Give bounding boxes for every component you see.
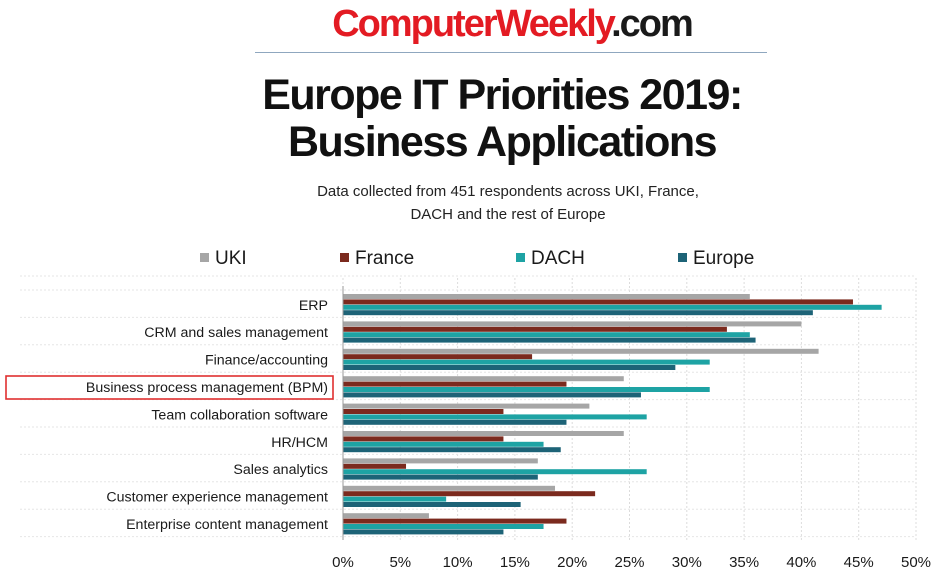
bar-france-erp — [343, 299, 853, 305]
category-label-hr-hcm: HR/HCM — [271, 435, 328, 451]
logo-brand: ComputerWeekly — [332, 3, 613, 45]
legend-label-france: France — [355, 248, 414, 269]
bar-dach-customer-experience-management — [343, 496, 447, 502]
subtitle-line-2: DACH and the rest of Europe — [410, 206, 606, 223]
category-label-erp: ERP — [299, 298, 328, 314]
bar-uki-erp — [343, 294, 750, 299]
bar-europe-sales-analytics — [343, 474, 538, 480]
x-tick-label: 0% — [332, 554, 354, 571]
bar-dach-enterprise-content-management — [343, 524, 544, 529]
x-axis-tick-labels: 0% 5% 10% 15% 20% 25% 30% 35% 40% 45% 50% — [332, 554, 931, 571]
bar-france-business-process-management-bpm — [343, 381, 567, 387]
bar-france-crm-and-sales-management — [343, 326, 727, 332]
bar-france-sales-analytics — [343, 463, 407, 469]
computerweekly-logo: ComputerWeekly.com — [0, 2, 950, 46]
x-tick-label: 5% — [389, 554, 411, 571]
bar-uki-hr-hcm — [343, 431, 624, 436]
bar-europe-crm-and-sales-management — [343, 337, 756, 343]
bar-uki-sales-analytics — [343, 458, 538, 464]
subtitle-line-1: Data collected from 451 respondents acro… — [317, 183, 699, 200]
x-tick-label: 45% — [844, 554, 874, 571]
legend-swatch-france — [340, 253, 349, 262]
x-tick-label: 15% — [500, 554, 530, 571]
bar-europe-business-process-management-bpm — [343, 392, 641, 398]
bar-uki-team-collaboration-software — [343, 403, 590, 409]
x-tick-label: 50% — [901, 554, 931, 571]
bar-dach-crm-and-sales-management — [343, 332, 750, 338]
bar-dach-business-process-management-bpm — [343, 387, 710, 392]
bar-dach-hr-hcm — [343, 441, 544, 447]
legend-swatch-dach — [516, 253, 525, 262]
chart-bars — [342, 286, 882, 540]
bar-europe-team-collaboration-software — [343, 419, 567, 425]
x-tick-label: 20% — [557, 554, 587, 571]
category-label-sales-analytics: Sales analytics — [233, 462, 328, 478]
bar-france-hr-hcm — [343, 436, 504, 442]
legend-swatch-europe — [678, 253, 687, 262]
x-tick-label: 35% — [729, 554, 759, 571]
bar-france-finance-accounting — [343, 354, 533, 360]
page-title: Europe IT Priorities 2019: Business Appl… — [0, 72, 950, 166]
category-label-team-collaboration-software: Team collaboration software — [151, 407, 328, 423]
bar-dach-team-collaboration-software — [343, 414, 647, 420]
category-label-customer-experience-management: Customer experience management — [106, 490, 328, 506]
bar-uki-business-process-management-bpm — [343, 376, 624, 382]
bar-dach-finance-accounting — [343, 359, 710, 365]
bar-france-customer-experience-management — [343, 491, 596, 497]
x-tick-label: 30% — [672, 554, 702, 571]
legend-label-uki: UKI — [215, 248, 247, 269]
bar-dach-erp — [343, 304, 882, 310]
title-line-2: Business Applications — [287, 118, 718, 166]
x-tick-label: 25% — [614, 554, 644, 571]
bar-europe-enterprise-content-management — [343, 529, 504, 535]
legend-label-europe: Europe — [693, 248, 754, 269]
bar-uki-crm-and-sales-management — [343, 321, 802, 327]
legend-label-dach: DACH — [531, 248, 585, 269]
bar-dach-sales-analytics — [343, 469, 647, 475]
bar-europe-hr-hcm — [343, 447, 561, 453]
category-label-enterprise-content-management: Enterprise content management — [126, 517, 328, 533]
category-label-crm-and-sales-management: CRM and sales management — [144, 325, 328, 341]
chart-grid — [20, 275, 917, 540]
category-labels: ERP CRM and sales management Finance/accou… — [86, 298, 328, 533]
chart-legend: UKI France DACH Europe — [200, 248, 754, 269]
logo-divider — [255, 52, 767, 53]
logo-suffix: .com — [611, 3, 694, 45]
bar-france-team-collaboration-software — [343, 409, 504, 414]
bar-uki-customer-experience-management — [343, 485, 556, 491]
bar-europe-finance-accounting — [343, 365, 676, 370]
highlight-layer — [5, 375, 334, 400]
legend-swatch-uki — [200, 253, 209, 262]
x-tick-label: 40% — [786, 554, 816, 571]
bar-uki-finance-accounting — [343, 348, 819, 354]
title-line-1: Europe IT Priorities 2019: — [262, 71, 743, 119]
bar-uki-enterprise-content-management — [343, 513, 429, 519]
highlight-box — [5, 375, 334, 400]
bar-europe-erp — [343, 310, 813, 316]
x-tick-label: 10% — [443, 554, 473, 571]
category-label-business-process-management-bpm: Business process management (BPM) — [86, 380, 328, 396]
bar-france-enterprise-content-management — [343, 518, 567, 524]
category-label-finance-accounting: Finance/accounting — [205, 353, 328, 369]
page-subtitle: Data collected from 451 respondents acro… — [0, 180, 950, 226]
bar-europe-customer-experience-management — [343, 502, 521, 507]
